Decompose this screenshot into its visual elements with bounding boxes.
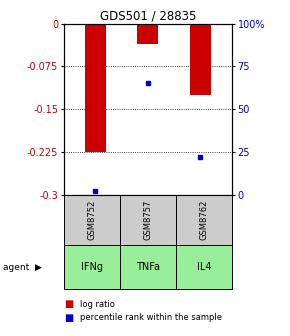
Text: IL4: IL4: [197, 262, 211, 272]
Text: log ratio: log ratio: [80, 300, 115, 308]
Text: GSM8757: GSM8757: [143, 200, 153, 240]
Bar: [85, 24, 106, 152]
Text: ■: ■: [64, 312, 73, 323]
Text: GSM8752: GSM8752: [87, 200, 96, 240]
Bar: [176, 245, 232, 289]
Text: agent  ▶: agent ▶: [3, 263, 42, 271]
Title: GDS501 / 28835: GDS501 / 28835: [100, 9, 196, 23]
Bar: [137, 24, 158, 44]
Text: IFNg: IFNg: [81, 262, 103, 272]
Text: percentile rank within the sample: percentile rank within the sample: [80, 313, 222, 322]
Bar: [64, 245, 120, 289]
Bar: [176, 195, 232, 245]
Bar: [120, 195, 176, 245]
Bar: [190, 24, 211, 95]
Text: ■: ■: [64, 299, 73, 309]
Text: GSM8762: GSM8762: [200, 200, 209, 240]
Text: TNFa: TNFa: [136, 262, 160, 272]
Bar: [120, 245, 176, 289]
Bar: [64, 195, 120, 245]
